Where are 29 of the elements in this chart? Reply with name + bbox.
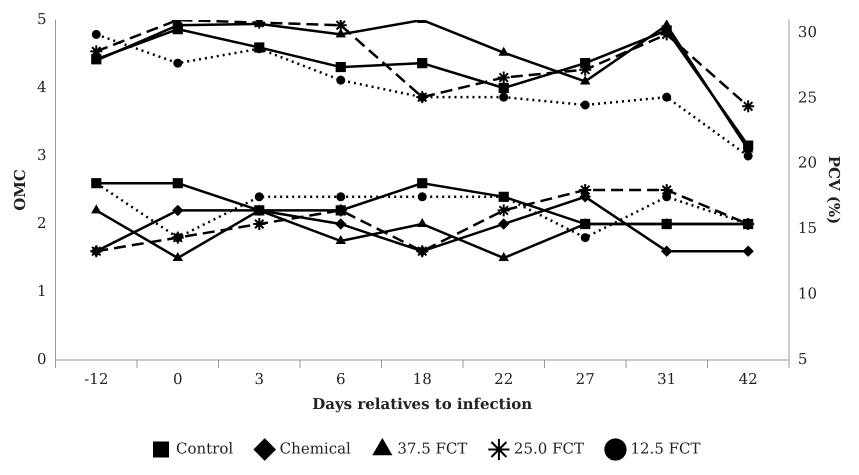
y2-axis-title: PCV (%) [825, 156, 844, 224]
y2-tick-label: 20 [798, 154, 818, 172]
y-tick-label: 4 [36, 78, 47, 96]
x-tick-label: 22 [494, 370, 514, 388]
x-tick-label: 31 [657, 370, 676, 388]
x-tick-label: -12 [84, 370, 108, 388]
x-tick-label: 42 [738, 370, 758, 388]
x-tick-label: 3 [254, 370, 264, 388]
y2-tick-label: 5 [798, 350, 808, 368]
x-tick-label: 27 [576, 370, 595, 388]
legend-label: Chemical [280, 439, 352, 458]
y-tick-label: 0 [36, 350, 47, 368]
y-tick-label: 1 [36, 282, 47, 300]
x-axis-title: Days relatives to infection [312, 394, 532, 413]
legend-label: 25.0 FCT [514, 439, 584, 458]
y-axis-title: OMC [10, 169, 29, 211]
y2-tick-label: 25 [798, 88, 818, 106]
y-tick-label: 5 [36, 10, 47, 28]
y2-tick-label: 15 [798, 219, 818, 238]
y-tick-label: 2 [36, 214, 47, 232]
x-tick-label: 6 [336, 370, 346, 388]
legend-label: 12.5 FCT [630, 439, 701, 458]
y-tick-label: 3 [36, 146, 47, 164]
y2-tick-label: 30 [798, 22, 818, 41]
legend-label: 37.5 FCT [397, 439, 468, 458]
y2-tick-label: 10 [798, 284, 818, 303]
x-tick-label: 18 [412, 370, 432, 388]
x-tick-label: 0 [173, 370, 183, 388]
legend-label: Control [176, 439, 234, 458]
